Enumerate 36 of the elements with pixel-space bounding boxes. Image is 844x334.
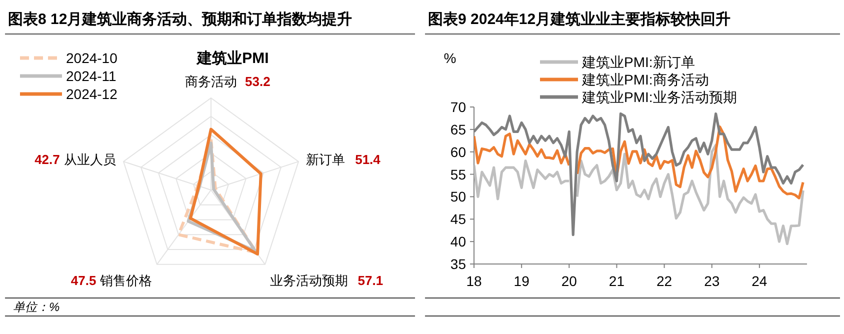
y-tick-label: 65 <box>450 121 466 138</box>
text: 单位：% <box>13 300 60 314</box>
x-tick-label: 18 <box>466 273 482 289</box>
spoke-label: 业务活动预期 <box>270 272 348 288</box>
y-tick-label: 55 <box>450 166 466 182</box>
text: 47.5 <box>70 272 96 288</box>
x-tick-label: 23 <box>704 273 720 289</box>
legend-label: 建筑业PMI:新订单 <box>581 54 695 70</box>
legend-label: 2024-10 <box>66 50 118 66</box>
spoke-label: 从业人员 <box>64 152 116 168</box>
x-tick-label: 21 <box>608 273 625 289</box>
y-axis-title: % <box>444 50 456 66</box>
spoke-label: 销售价格 <box>99 272 152 288</box>
y-tick-label: 50 <box>450 188 466 205</box>
chart-subtitle: 建筑业PMI <box>196 50 269 67</box>
legend-label: 2024-12 <box>66 86 118 102</box>
text: 57.1 <box>358 272 384 288</box>
y-tick-label: 35 <box>450 256 466 272</box>
y-tick-label: 40 <box>450 234 466 250</box>
legend-label: 建筑业PMI:业务活动预期 <box>581 89 737 105</box>
text: 42.7 <box>34 152 60 168</box>
text: 53.2 <box>245 74 270 89</box>
spoke-label: 新订单 <box>306 152 346 168</box>
legend-label: 建筑业PMI:商务活动 <box>581 72 709 88</box>
y-tick-label: 60 <box>450 144 466 160</box>
spoke-label: 商务活动 <box>185 74 237 89</box>
chart-title: 图表8 12月建筑业商务活动、预期和订单指数均提升 <box>8 10 352 28</box>
x-tick-label: 20 <box>561 273 578 289</box>
text: 51.4 <box>355 152 380 168</box>
y-tick-label: 45 <box>450 211 466 228</box>
x-tick-label: 19 <box>514 273 530 289</box>
legend-label: 2024-11 <box>66 68 117 84</box>
x-tick-label: 22 <box>656 273 672 289</box>
chart-title: 图表9 2024年12月建筑业业主要指标较快回升 <box>428 10 731 28</box>
y-tick-label: 70 <box>450 99 466 115</box>
x-tick-label: 24 <box>752 273 768 289</box>
